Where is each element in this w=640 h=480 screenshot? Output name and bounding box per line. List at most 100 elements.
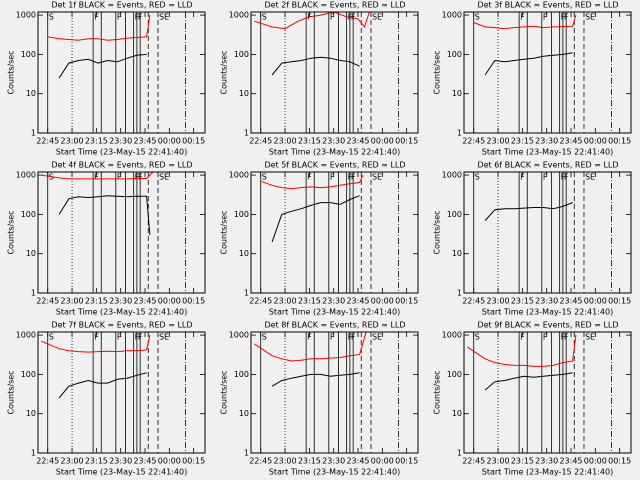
x-tick-label: 23:30 <box>535 297 558 306</box>
event-label: S <box>49 13 54 22</box>
plot-frame <box>463 171 632 294</box>
x-tick-label: 00:00 <box>584 137 607 146</box>
x-tick-label: 23:30 <box>109 457 132 466</box>
series-line <box>41 172 154 180</box>
x-tick-label: 23:00 <box>274 137 297 146</box>
y-axis-label: Counts/sec <box>7 50 16 94</box>
event-label: SE <box>372 333 382 342</box>
series-line <box>58 53 147 79</box>
x-axis-label: Start Time (23-May-15 22:41:40) <box>56 148 187 157</box>
plot-content: SFFFFSE <box>473 12 612 133</box>
x-tick-label: 23:00 <box>274 297 297 306</box>
y-tick-label: 10 <box>452 409 462 418</box>
y-axis-label: Counts/sec <box>220 210 229 254</box>
event-label: F <box>94 173 99 182</box>
series-line <box>41 334 151 353</box>
series-line <box>260 174 364 190</box>
plot-frame <box>37 171 206 294</box>
event-label: F <box>330 333 335 342</box>
x-tick-label: 23:15 <box>511 457 534 466</box>
x-tick-label: 23:30 <box>322 137 345 146</box>
x-tick-label: 00:15 <box>182 137 205 146</box>
event-label: SE <box>372 13 382 22</box>
y-tick-label: 1000 <box>442 11 462 20</box>
event-label: SE <box>372 173 382 182</box>
panel-title: Det 4f BLACK = Events, RED = LLD <box>51 161 192 170</box>
event-label: SE <box>159 13 169 22</box>
plot-content: SFFFFSE <box>253 332 399 453</box>
x-tick-label: 23:15 <box>85 457 108 466</box>
x-tick-label: 23:45 <box>346 137 369 146</box>
x-tick-label: 00:15 <box>182 457 205 466</box>
y-tick-label: 100 <box>447 370 462 379</box>
y-axis-label: Counts/sec <box>220 370 229 414</box>
event-label: F <box>307 333 312 342</box>
y-tick-label: 10 <box>26 89 36 98</box>
event-label: F <box>307 173 312 182</box>
x-axis-label: Start Time (23-May-15 22:41:40) <box>482 468 613 477</box>
x-axis-label: Start Time (23-May-15 22:41:40) <box>269 468 400 477</box>
x-tick-label: 00:15 <box>608 137 631 146</box>
x-tick-label: 22:45 <box>462 457 485 466</box>
event-label: SE <box>585 13 595 22</box>
x-axis-label: Start Time (23-May-15 22:41:40) <box>482 148 613 157</box>
panel: Det 3f BLACK = Events, RED = LLD Start Ti… <box>433 1 632 157</box>
y-tick-label: 10 <box>26 409 36 418</box>
x-tick-label: 00:15 <box>608 297 631 306</box>
x-tick-label: 22:45 <box>462 137 485 146</box>
y-axis-label: Counts/sec <box>433 370 442 414</box>
x-tick-label: 00:00 <box>584 457 607 466</box>
plot-frame <box>37 11 206 134</box>
panel-title: Det 9f BLACK = Events, RED = LLD <box>477 321 618 330</box>
x-tick-label: 22:45 <box>249 137 272 146</box>
x-tick-label: 00:00 <box>371 137 394 146</box>
y-tick-label: 1 <box>244 129 249 138</box>
event-label: SE <box>585 333 595 342</box>
plot-content: SFFFFSE <box>47 12 186 133</box>
event-label: S <box>262 13 267 22</box>
plot-content: SFFFFSE <box>466 332 612 453</box>
x-tick-label: 23:00 <box>487 297 510 306</box>
y-tick-label: 100 <box>21 370 36 379</box>
x-axis-label: Start Time (23-May-15 22:41:40) <box>269 148 400 157</box>
x-axis-label: Start Time (23-May-15 22:41:40) <box>269 308 400 317</box>
x-axis-label: Start Time (23-May-15 22:41:40) <box>56 308 187 317</box>
x-tick-label: 23:30 <box>109 297 132 306</box>
event-label: F <box>520 173 525 182</box>
series-line <box>473 14 577 30</box>
x-axis-label: Start Time (23-May-15 22:41:40) <box>482 308 613 317</box>
x-tick-label: 23:00 <box>61 457 84 466</box>
event-label: F <box>117 333 122 342</box>
x-tick-label: 23:15 <box>298 457 321 466</box>
y-tick-label: 1 <box>244 449 249 458</box>
y-tick-label: 10 <box>239 249 249 258</box>
x-tick-label: 00:00 <box>584 297 607 306</box>
y-tick-label: 1000 <box>16 331 36 340</box>
event-label: F <box>543 13 548 22</box>
x-tick-label: 23:30 <box>535 137 558 146</box>
plot-frame <box>463 331 632 454</box>
series-line <box>271 372 360 387</box>
plot-content: SFFFFSE <box>41 172 186 293</box>
x-tick-label: 00:15 <box>395 457 418 466</box>
y-tick-label: 100 <box>234 210 249 219</box>
x-tick-label: 00:15 <box>608 457 631 466</box>
y-tick-label: 1 <box>31 129 36 138</box>
panel: Det 6f BLACK = Events, RED = LLD Start Ti… <box>433 161 632 317</box>
y-axis-label: Counts/sec <box>433 50 442 94</box>
series-line <box>466 335 577 367</box>
event-label: S <box>475 13 480 22</box>
y-tick-label: 1 <box>31 449 36 458</box>
x-tick-label: 22:45 <box>249 457 272 466</box>
plot-frame <box>250 171 419 294</box>
panel: Det 1f BLACK = Events, RED = LLD Start Ti… <box>7 1 206 157</box>
x-tick-label: 23:15 <box>298 297 321 306</box>
y-tick-label: 1000 <box>229 171 249 180</box>
y-tick-label: 10 <box>239 409 249 418</box>
x-tick-label: 23:45 <box>133 457 156 466</box>
x-tick-label: 23:30 <box>535 457 558 466</box>
series-line <box>58 195 151 236</box>
panel-title: Det 1f BLACK = Events, RED = LLD <box>51 1 192 10</box>
y-tick-label: 1 <box>244 289 249 298</box>
series-line <box>47 15 151 41</box>
